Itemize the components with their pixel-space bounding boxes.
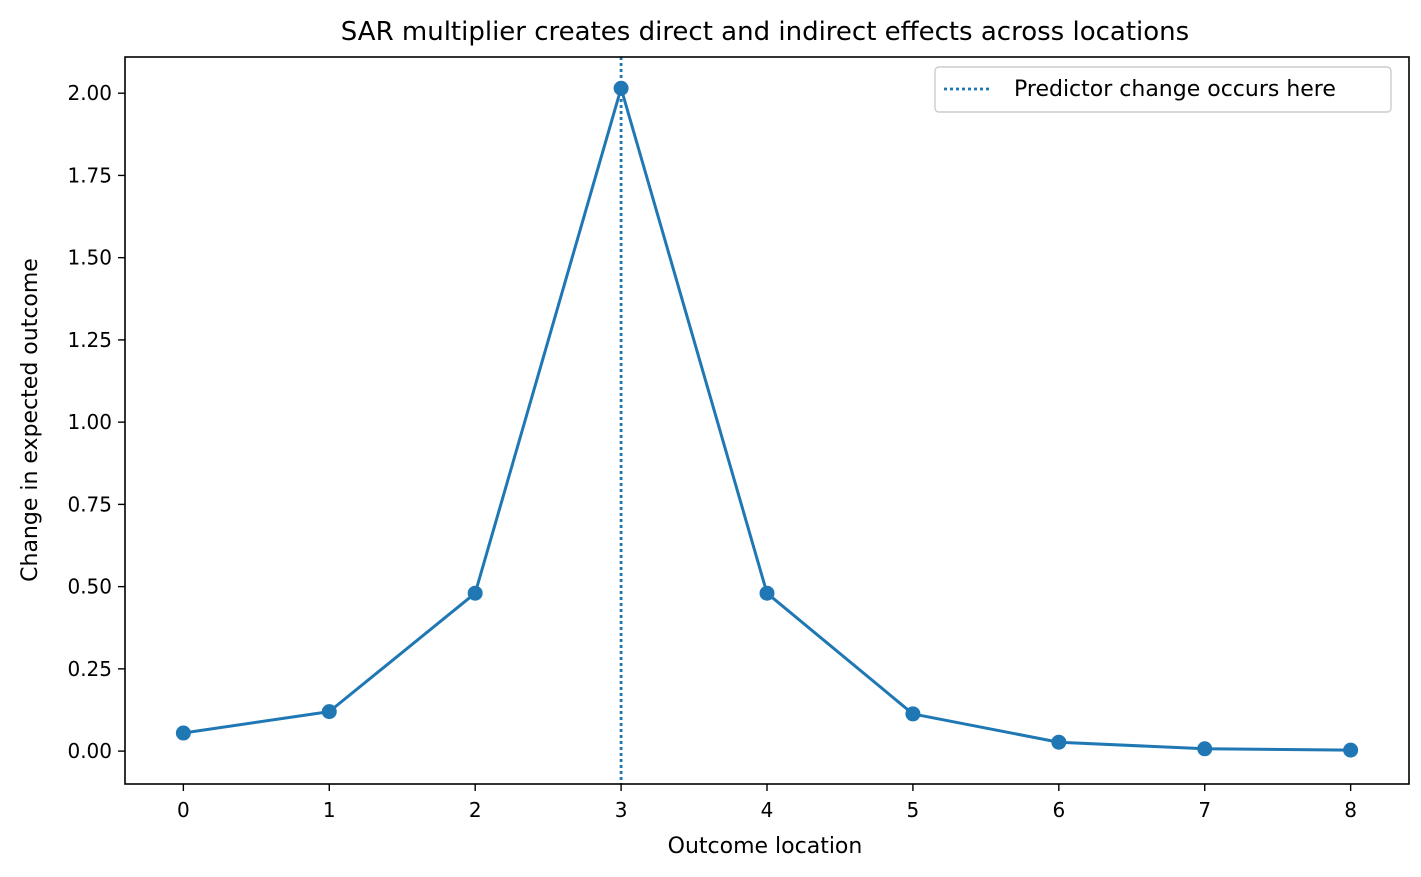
y-tick-label: 0.25 — [67, 657, 112, 681]
plot-area: 0 1 2 3 4 5 6 7 8 0.00 0.25 0.50 0.75 1.00 1.25 1.50 1.7… — [67, 57, 1359, 822]
data-point — [759, 585, 775, 601]
y-tick-label: 0.00 — [67, 739, 112, 763]
data-point — [1343, 742, 1359, 758]
x-tick-label: 8 — [1344, 798, 1357, 822]
legend-box — [934, 66, 1392, 113]
x-tick-label: 2 — [469, 798, 482, 822]
data-point — [1051, 734, 1067, 750]
data-point — [321, 704, 337, 720]
plot-frame — [124, 56, 1410, 785]
data-point — [175, 725, 191, 741]
y-tick-label: 0.75 — [67, 492, 112, 516]
legend-label: Predictor change occurs here — [1014, 77, 1336, 102]
data-point — [905, 706, 921, 722]
chart-title: SAR multiplier creates direct and indire… — [341, 17, 1189, 47]
data-point — [467, 585, 483, 601]
y-tick-label: 1.00 — [67, 410, 112, 434]
x-tick-label: 1 — [323, 798, 336, 822]
data-point — [613, 80, 629, 96]
y-tick-label: 2.00 — [67, 81, 112, 105]
x-axis-label: Outcome location — [668, 834, 863, 859]
y-tick-label: 1.25 — [67, 328, 112, 352]
y-tick-label: 1.75 — [67, 163, 112, 187]
x-tick-label: 0 — [177, 798, 190, 822]
x-tick-label: 5 — [907, 798, 920, 822]
x-tick-label: 6 — [1052, 798, 1065, 822]
x-tick-label: 7 — [1198, 798, 1211, 822]
x-tick-label: 3 — [615, 798, 628, 822]
y-axis-label: Change in expected outcome — [18, 258, 43, 582]
series-line — [181, 86, 1353, 752]
data-point — [1197, 741, 1213, 757]
y-tick-label: 1.50 — [67, 246, 112, 270]
x-tick-label: 4 — [761, 798, 774, 822]
y-tick-label: 0.50 — [67, 575, 112, 599]
legend: Predictor change occurs here — [934, 66, 1392, 113]
